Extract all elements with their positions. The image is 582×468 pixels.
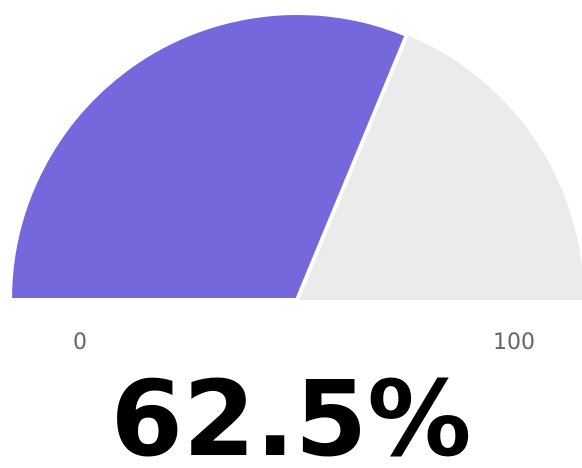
tick-label: 0 bbox=[73, 330, 87, 355]
gauge-value-label: 62.5% bbox=[111, 358, 472, 468]
tick-label: 100 bbox=[493, 330, 535, 355]
gauge-fill bbox=[8, 11, 409, 302]
